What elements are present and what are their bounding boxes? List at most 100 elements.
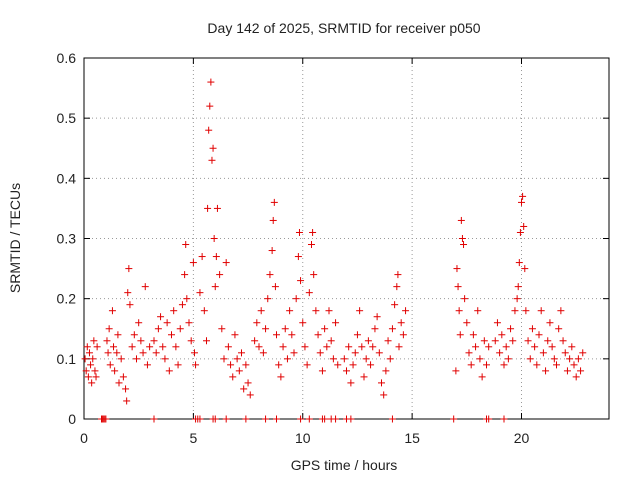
y-tick-label: 0.6 xyxy=(57,50,77,66)
data-point xyxy=(200,307,208,315)
data-point xyxy=(528,325,536,333)
data-point xyxy=(207,78,215,86)
data-point xyxy=(227,361,235,369)
data-point xyxy=(393,283,401,291)
data-point xyxy=(399,331,407,339)
data-point xyxy=(286,307,294,315)
data-point xyxy=(210,235,218,242)
data-point xyxy=(316,349,324,357)
x-tick-label: 10 xyxy=(295,430,311,446)
data-point xyxy=(124,289,132,297)
data-point xyxy=(362,355,370,363)
data-point xyxy=(380,391,388,399)
data-point xyxy=(208,156,216,164)
data-point xyxy=(299,319,307,327)
data-point xyxy=(242,415,250,423)
data-point xyxy=(375,349,383,357)
data-point xyxy=(369,343,377,351)
data-point xyxy=(176,325,184,333)
data-point xyxy=(491,337,499,345)
data-point xyxy=(122,385,130,393)
data-point xyxy=(216,271,224,279)
x-tick-label: 5 xyxy=(189,430,197,446)
data-point xyxy=(183,295,191,303)
data-point xyxy=(455,307,463,315)
data-point xyxy=(502,343,510,351)
x-axis-label: GPS time / hours xyxy=(291,457,398,473)
data-point xyxy=(105,325,113,333)
data-point xyxy=(450,415,458,423)
data-point xyxy=(257,307,265,315)
data-point xyxy=(550,355,558,363)
data-point xyxy=(469,331,477,339)
data-point xyxy=(318,367,326,375)
data-point xyxy=(224,343,232,351)
data-point xyxy=(548,343,556,351)
data-point xyxy=(308,241,315,249)
data-point xyxy=(108,307,116,315)
data-point xyxy=(150,337,158,345)
data-point xyxy=(305,415,313,423)
data-point xyxy=(211,283,219,291)
data-point xyxy=(463,319,471,327)
data-point xyxy=(114,331,122,339)
data-point xyxy=(246,391,254,399)
data-point xyxy=(196,289,204,297)
data-point xyxy=(485,415,493,423)
data-point xyxy=(81,355,89,363)
data-point xyxy=(515,259,523,267)
data-point xyxy=(514,283,522,291)
data-point xyxy=(516,228,524,236)
data-point xyxy=(141,283,149,291)
data-point xyxy=(563,367,571,375)
data-point xyxy=(579,349,587,357)
data-point xyxy=(271,283,279,291)
data-point xyxy=(321,415,329,423)
data-point xyxy=(281,325,289,333)
data-point xyxy=(117,355,125,363)
data-point xyxy=(178,301,186,309)
data-point xyxy=(539,349,547,357)
data-point xyxy=(262,415,270,423)
data-point xyxy=(85,349,93,357)
data-point xyxy=(187,337,195,345)
data-point xyxy=(130,331,138,339)
data-point xyxy=(262,325,270,333)
y-tick-label: 0 xyxy=(68,411,76,427)
data-point xyxy=(294,253,302,261)
data-point xyxy=(168,331,175,339)
data-point xyxy=(269,216,277,224)
data-point xyxy=(242,361,250,369)
data-point xyxy=(305,289,313,297)
y-tick-labels: 0 0.1 0.2 0.3 0.4 0.5 0.6 xyxy=(57,50,77,427)
data-point xyxy=(146,343,154,351)
data-point xyxy=(192,361,200,369)
data-point xyxy=(452,367,460,375)
data-point xyxy=(133,355,140,363)
data-point xyxy=(275,361,283,369)
data-point xyxy=(504,355,512,363)
data-point xyxy=(111,367,119,375)
data-point xyxy=(212,253,220,261)
data-point xyxy=(566,355,574,363)
data-point xyxy=(259,349,267,357)
data-point xyxy=(334,361,342,369)
data-point xyxy=(478,373,486,381)
data-point xyxy=(371,325,379,333)
data-point xyxy=(572,373,580,381)
chart-title: Day 142 of 2025, SRMTID for receiver p05… xyxy=(207,20,480,36)
data-point xyxy=(253,319,261,327)
data-point xyxy=(288,331,296,339)
data-point xyxy=(323,343,331,351)
data-point xyxy=(135,319,143,327)
y-axis-label: SRMTID / TECUs xyxy=(7,183,23,293)
data-point xyxy=(574,355,582,363)
data-point xyxy=(297,277,305,285)
data-point xyxy=(358,343,366,351)
data-point xyxy=(277,373,285,381)
axis-ticks xyxy=(83,57,609,420)
data-point xyxy=(266,271,274,279)
data-point xyxy=(92,373,100,381)
data-point xyxy=(472,343,480,351)
data-point xyxy=(500,415,508,423)
